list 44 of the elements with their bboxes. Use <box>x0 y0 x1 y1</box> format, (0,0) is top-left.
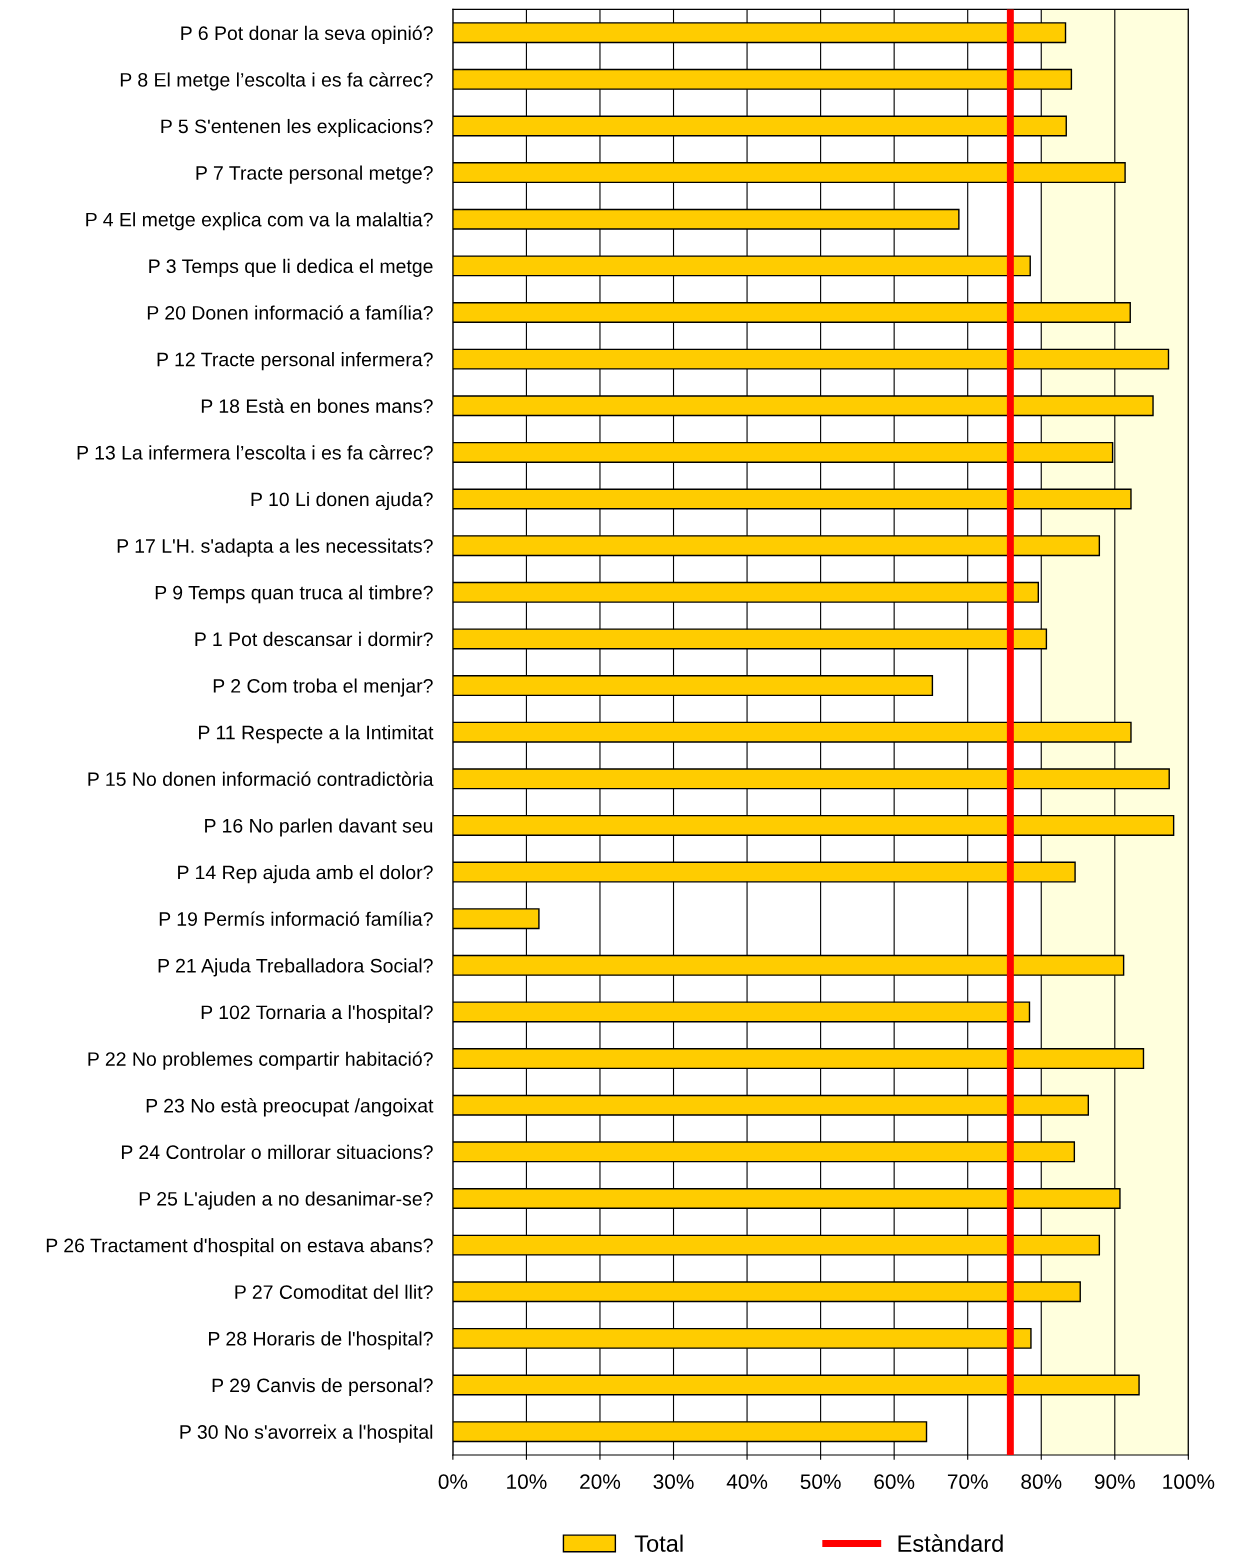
x-tick-label: 20% <box>580 1474 621 1490</box>
y-tick-label: P 27 Comoditat del llit? <box>235 1284 433 1299</box>
y-tick-label: P 12 Tracte personal infermera? <box>157 352 433 371</box>
y-tick-label: P 15 No donen informació contradictòria <box>88 771 434 787</box>
x-tick-label: 10% <box>507 1474 547 1490</box>
y-tick-label: P 11 Respecte a la Intimitat <box>199 725 434 744</box>
x-tick-label: 0% <box>438 1474 468 1490</box>
y-tick-label: P 28 Horaris de l'hospital? <box>209 1331 433 1350</box>
y-tick-label: P 24 Controlar o millorar situacions? <box>121 1144 433 1160</box>
x-tick-label: 90% <box>1094 1474 1135 1490</box>
y-tick-label: P 102 Tornaria a l'hospital? <box>201 1004 433 1024</box>
y-tick-label: P 26 Tractament d'hospital on estava abans? <box>46 1238 433 1257</box>
y-tick-label: P 9 Temps quan truca al timbre? <box>155 585 433 604</box>
y-tick-label: P 14 Rep ajuda amb el dolor? <box>178 865 433 884</box>
y-tick-label: P 8 El metge l’escolta i es fa càrrec? <box>120 72 433 91</box>
y-tick-label: P 23 No està preocupat /angoixat <box>146 1098 434 1117</box>
x-tick-label: 40% <box>726 1474 768 1490</box>
y-tick-label: P 3 Temps que li dedica el metge <box>149 258 433 277</box>
y-tick-label: P 6 Pot donar la seva opinió? <box>181 25 433 44</box>
y-tick-label: P 13 La infermera l’escolta i es fa càrrec? <box>77 445 433 460</box>
y-tick-label: P 4 El metge explica com va la malaltia? <box>86 212 433 231</box>
y-tick-label: P 21 Ajuda Treballadora Social? <box>158 958 433 977</box>
y-tick-label: P 2 Com troba el menjar? <box>213 678 433 697</box>
x-tick-label: 60% <box>874 1474 915 1490</box>
x-tick-label: 30% <box>653 1474 694 1490</box>
y-tick-label: P 17 L'H. s'adapta a les necessitats? <box>117 538 433 557</box>
x-tick-label: 100% <box>1163 1474 1215 1490</box>
x-tick-label: 80% <box>1021 1474 1062 1490</box>
x-tick-label: 50% <box>800 1474 841 1490</box>
y-tick-label: P 19 Permís informació família? <box>159 911 433 926</box>
y-tick-label: P 29 Canvis de personal? <box>212 1377 433 1397</box>
y-tick-label: P 18 Està en bones mans? <box>201 398 433 413</box>
y-tick-label: P 1 Pot descansar i dormir? <box>195 631 433 647</box>
y-tick-label: P 5 S'entenen les explicacions? <box>161 118 433 138</box>
y-tick-label: P 7 Tracte personal metge? <box>196 165 433 184</box>
y-tick-label: P 16 No parlen davant seu <box>205 818 433 837</box>
y-tick-label: P 20 Donen informació a família? <box>147 305 433 320</box>
legend-label: Estàndard <box>898 1534 1003 1552</box>
y-tick-label: P 25 L'ajuden a no desanimar-se? <box>139 1191 433 1210</box>
y-tick-label: P 30 No s'avorreix a l'hospital <box>180 1424 433 1443</box>
y-tick-label: P 22 No problemes compartir habitació? <box>88 1051 433 1070</box>
x-tick-label: 70% <box>947 1474 988 1490</box>
y-tick-label: P 10 Li donen ajuda? <box>251 491 433 511</box>
legend-label: Total <box>634 1534 683 1552</box>
